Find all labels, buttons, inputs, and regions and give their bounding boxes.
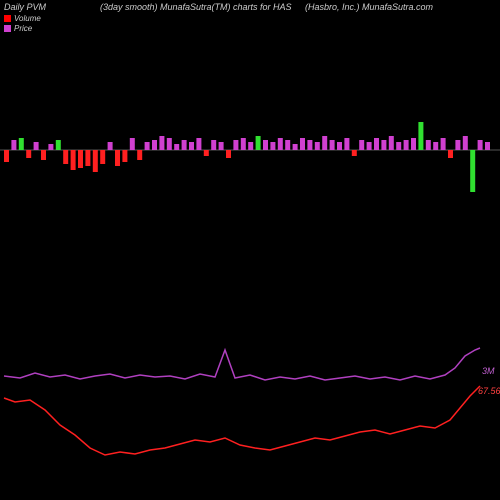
chart-container: Daily PVM (3day smooth) MunafaSutra(TM) … xyxy=(0,0,500,500)
legend-swatch-volume xyxy=(4,15,11,22)
chart-header: Daily PVM (3day smooth) MunafaSutra(TM) … xyxy=(0,2,500,32)
chart-svg xyxy=(0,30,500,500)
title-left: Daily PVM xyxy=(4,2,46,12)
volume-axis-label: 3M xyxy=(482,366,495,376)
title-center: (3day smooth) MunafaSutra(TM) charts for… xyxy=(100,2,292,12)
legend-item-volume: Volume xyxy=(4,14,41,23)
chart-area xyxy=(0,30,500,500)
price-axis-label: 67.56 xyxy=(478,386,500,396)
legend-label-volume: Volume xyxy=(14,14,41,23)
title-right: (Hasbro, Inc.) MunafaSutra.com xyxy=(305,2,433,12)
